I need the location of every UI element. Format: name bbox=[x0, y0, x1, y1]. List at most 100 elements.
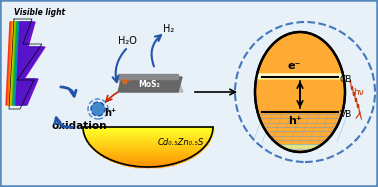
Bar bbox=[87, 140, 209, 142]
Bar bbox=[103, 155, 193, 157]
Bar bbox=[90, 144, 206, 146]
Bar bbox=[284, 146, 317, 148]
Bar bbox=[256, 75, 344, 78]
Text: MoS₂: MoS₂ bbox=[138, 80, 160, 89]
Bar bbox=[256, 75, 344, 77]
Bar bbox=[84, 133, 212, 135]
Bar bbox=[256, 75, 344, 77]
Bar bbox=[256, 75, 344, 78]
Bar bbox=[284, 146, 316, 148]
Text: H₂O: H₂O bbox=[118, 36, 137, 46]
Bar bbox=[88, 142, 208, 144]
Bar bbox=[256, 76, 344, 78]
Bar bbox=[120, 162, 176, 164]
Polygon shape bbox=[16, 22, 45, 105]
Bar bbox=[256, 75, 344, 77]
Bar bbox=[84, 131, 212, 133]
Bar bbox=[282, 145, 318, 147]
Polygon shape bbox=[14, 22, 43, 105]
Bar bbox=[256, 75, 344, 77]
Bar bbox=[114, 160, 182, 162]
Bar bbox=[99, 152, 197, 154]
Bar bbox=[284, 146, 316, 148]
Bar bbox=[87, 139, 209, 141]
Polygon shape bbox=[11, 22, 40, 105]
Bar bbox=[85, 136, 211, 138]
Bar bbox=[88, 141, 208, 143]
Text: Visible light: Visible light bbox=[14, 8, 65, 17]
Bar bbox=[92, 146, 204, 148]
Bar bbox=[84, 132, 212, 134]
Bar bbox=[86, 138, 210, 140]
Polygon shape bbox=[13, 22, 42, 105]
Bar bbox=[256, 75, 344, 77]
Bar bbox=[256, 75, 344, 78]
Text: Cd₀.₅Zn₀.₅S: Cd₀.₅Zn₀.₅S bbox=[158, 138, 204, 147]
Bar bbox=[256, 74, 344, 77]
Text: oxidation: oxidation bbox=[52, 121, 107, 131]
Bar bbox=[256, 74, 344, 77]
Bar bbox=[111, 159, 185, 161]
Bar bbox=[256, 75, 344, 77]
Bar bbox=[97, 151, 199, 153]
Bar bbox=[284, 146, 316, 148]
Bar bbox=[256, 75, 344, 77]
Bar bbox=[83, 127, 213, 129]
Bar bbox=[283, 145, 317, 148]
Bar bbox=[128, 164, 168, 166]
Bar bbox=[282, 145, 318, 147]
Bar bbox=[256, 75, 344, 77]
Bar bbox=[256, 75, 344, 77]
Bar bbox=[283, 145, 317, 148]
Bar bbox=[257, 74, 344, 77]
Bar bbox=[284, 145, 317, 148]
Bar bbox=[256, 75, 344, 77]
Bar bbox=[116, 161, 180, 163]
Bar bbox=[256, 76, 344, 78]
Bar bbox=[284, 146, 316, 148]
Polygon shape bbox=[6, 22, 35, 105]
Bar bbox=[100, 153, 196, 155]
Bar bbox=[91, 145, 205, 147]
Bar bbox=[283, 145, 317, 148]
Polygon shape bbox=[118, 74, 178, 79]
Bar bbox=[94, 148, 202, 150]
Bar bbox=[284, 146, 316, 148]
Text: hν: hν bbox=[353, 88, 364, 96]
Bar bbox=[284, 146, 316, 148]
Text: h⁺: h⁺ bbox=[104, 108, 116, 118]
Bar bbox=[109, 158, 187, 160]
Polygon shape bbox=[9, 22, 38, 105]
Bar bbox=[96, 150, 200, 152]
Text: H₂: H₂ bbox=[163, 24, 174, 34]
Bar bbox=[283, 145, 318, 147]
Ellipse shape bbox=[255, 32, 345, 152]
Bar bbox=[283, 145, 317, 148]
Bar bbox=[284, 146, 316, 148]
Bar bbox=[282, 145, 318, 147]
Bar bbox=[83, 130, 213, 132]
Polygon shape bbox=[118, 79, 183, 92]
Bar bbox=[256, 75, 344, 77]
Bar bbox=[83, 129, 213, 131]
Text: e⁻: e⁻ bbox=[288, 61, 301, 71]
Bar bbox=[282, 145, 318, 147]
Bar bbox=[256, 76, 344, 78]
Bar bbox=[256, 75, 344, 78]
Bar bbox=[282, 145, 318, 147]
Bar bbox=[133, 165, 163, 167]
Bar bbox=[256, 75, 344, 78]
Bar bbox=[284, 146, 316, 148]
Bar bbox=[85, 135, 211, 137]
Text: CB: CB bbox=[340, 74, 352, 84]
Bar bbox=[256, 75, 344, 77]
Polygon shape bbox=[8, 22, 37, 105]
Bar bbox=[95, 149, 201, 151]
Bar bbox=[256, 75, 344, 78]
Bar bbox=[256, 75, 344, 78]
Bar bbox=[257, 74, 344, 77]
Bar bbox=[257, 74, 344, 77]
Bar bbox=[283, 145, 317, 147]
Bar bbox=[93, 147, 203, 149]
Bar bbox=[84, 134, 212, 136]
